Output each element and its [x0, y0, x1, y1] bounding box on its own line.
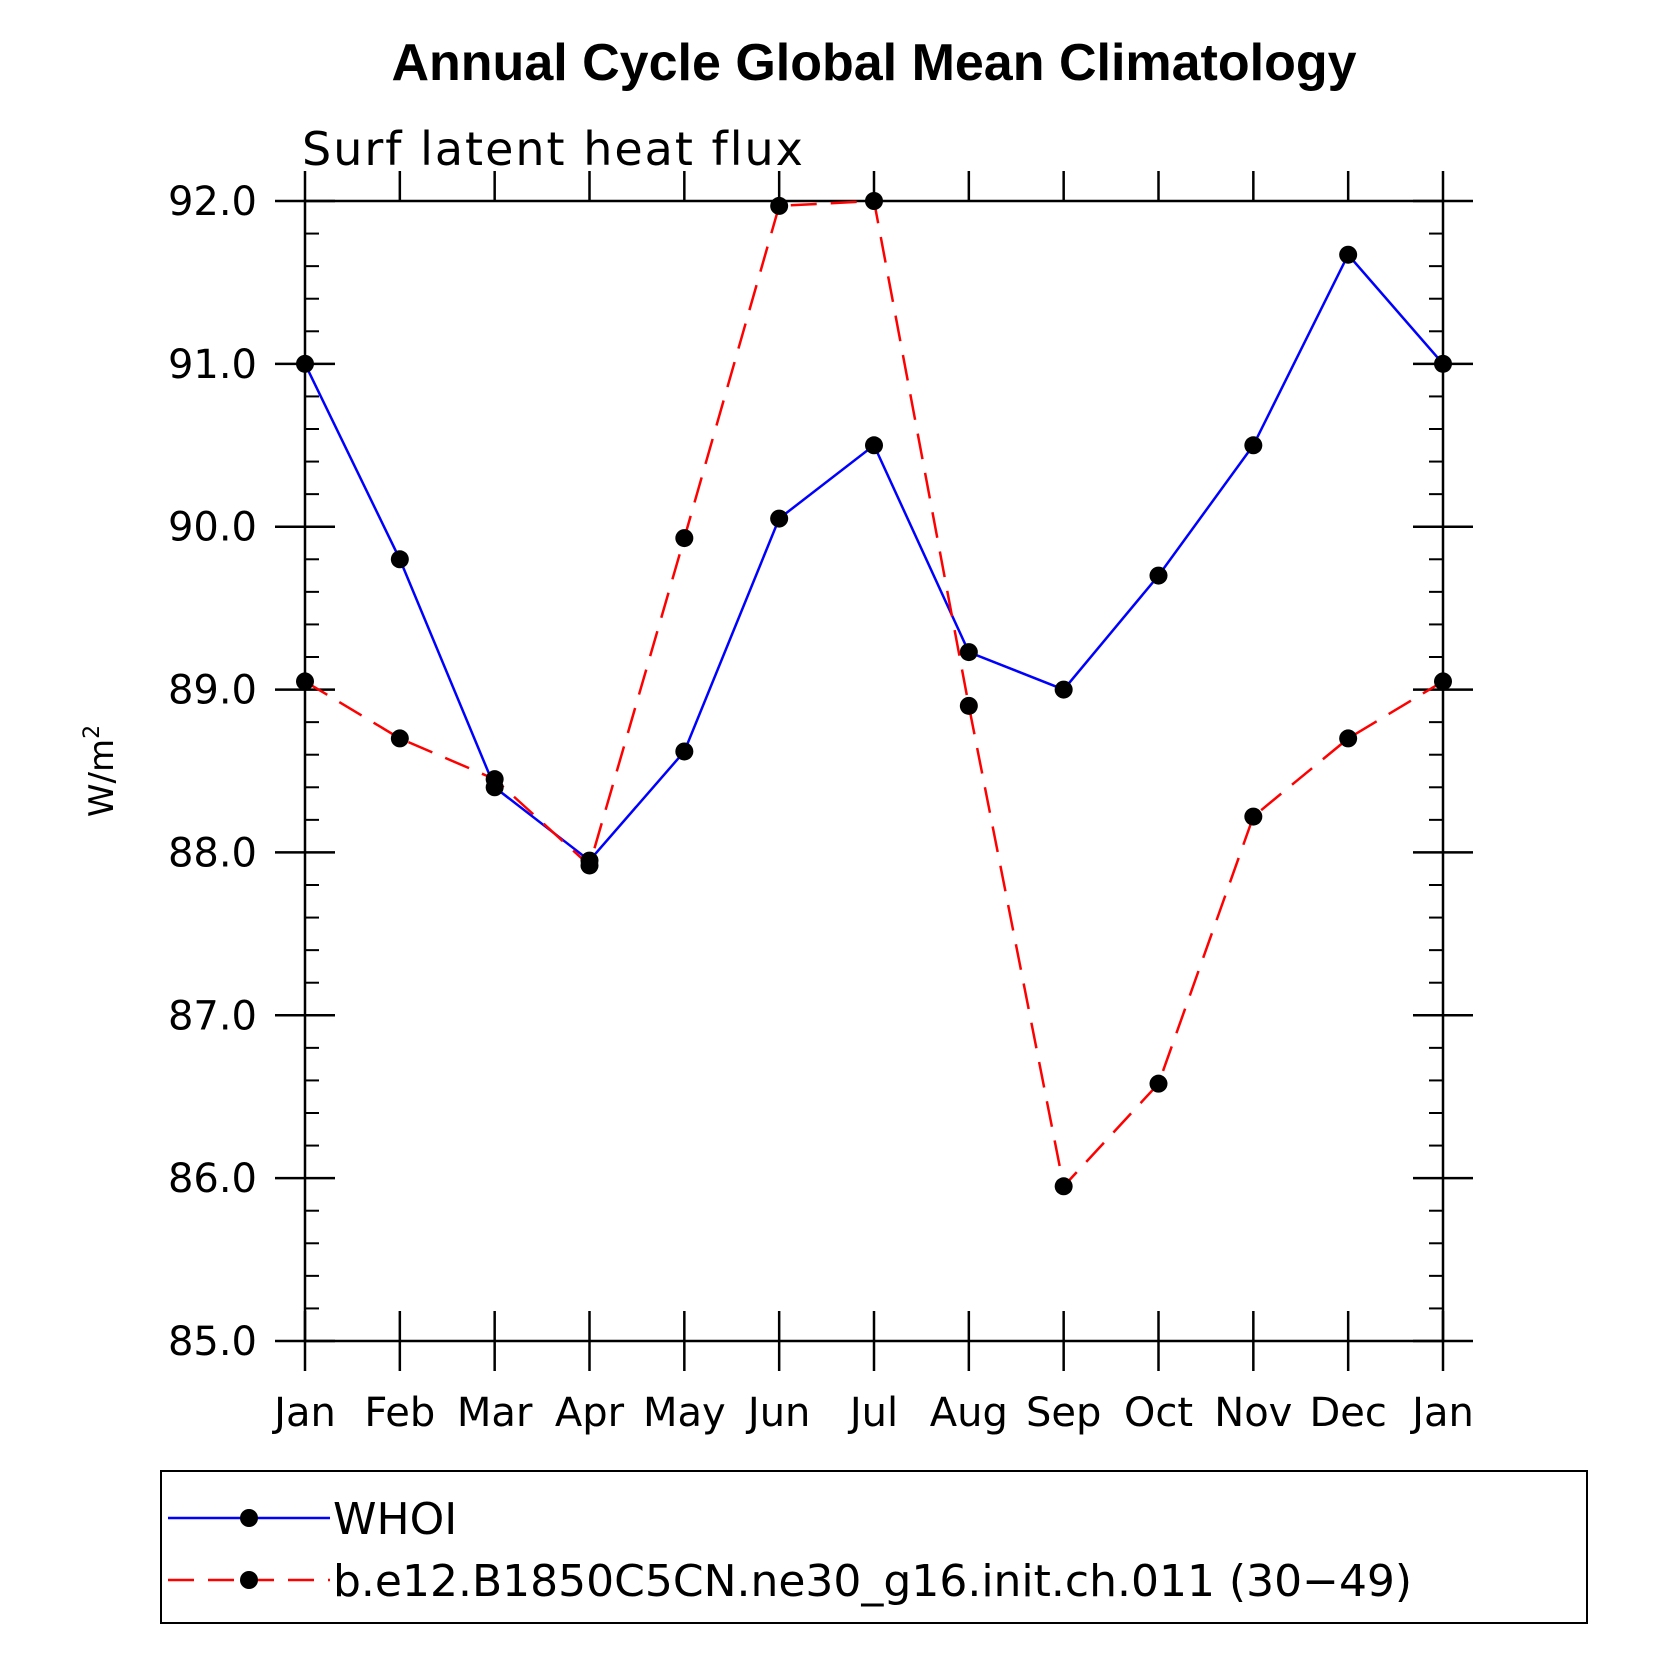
axis-ticks	[275, 171, 1473, 1371]
legend-items: WHOI b.e12.B1850C5CN.ne30_g16.init.ch.011…	[168, 1494, 1412, 1607]
series-0-point-10	[1244, 436, 1263, 455]
x-tick-label: Mar	[457, 1390, 533, 1436]
series-0-point-11	[1339, 245, 1358, 264]
x-tick-label: Oct	[1124, 1390, 1193, 1436]
legend-label-1: b.e12.B1850C5CN.ne30_g16.init.ch.011 (30…	[333, 1556, 1412, 1607]
y-axis-label-base: W/m	[82, 739, 122, 817]
series-1-point-1	[390, 729, 409, 748]
series-0-point-5	[770, 509, 789, 528]
legend-label-0: WHOI	[333, 1494, 457, 1545]
x-tick-label: Nov	[1214, 1390, 1292, 1436]
y-tick-label: 86.0	[168, 1156, 257, 1202]
series-0-point-6	[865, 436, 883, 455]
y-tick-label: 87.0	[168, 993, 257, 1039]
series-0-point-9	[1149, 566, 1168, 585]
chart-subtitle: Surf latent heat flux	[302, 122, 805, 176]
series-1-point-12	[1434, 672, 1452, 691]
series-1-point-2	[485, 770, 504, 789]
x-tick-label: Sep	[1026, 1390, 1101, 1436]
legend-marker-0	[240, 1509, 258, 1527]
x-tick-label: Jan	[1409, 1390, 1474, 1436]
series-0-point-7	[959, 643, 978, 662]
series-0-point-12	[1434, 354, 1452, 373]
y-tick-label: 90.0	[168, 505, 257, 551]
series-1-point-8	[1054, 1177, 1073, 1196]
series-0-point-0	[296, 354, 314, 373]
x-tick-label: Apr	[555, 1390, 625, 1436]
series-1-point-9	[1149, 1074, 1168, 1093]
x-tick-label: Feb	[364, 1390, 435, 1436]
series-layer	[296, 192, 1452, 1196]
y-tick-label: 89.0	[168, 668, 257, 714]
y-axis-label: W/m2	[80, 725, 122, 817]
chart-title: Annual Cycle Global Mean Climatology	[391, 34, 1356, 92]
x-tick-label: Dec	[1309, 1390, 1386, 1436]
x-tick-label: Jul	[847, 1390, 898, 1436]
y-tick-label: 92.0	[168, 179, 257, 225]
y-axis-label-sup: 2	[80, 725, 105, 739]
y-tick-label: 88.0	[168, 830, 257, 876]
y-tick-label: 85.0	[168, 1319, 257, 1365]
series-1-point-5	[770, 196, 789, 215]
legend-box	[160, 1470, 1588, 1624]
legend-marker-1	[240, 1571, 258, 1589]
x-tick-label: Aug	[930, 1390, 1008, 1436]
x-tick-labels: Jan Feb Mar Apr May Jun Jul Aug Sep Oct Nov Dec Jan	[271, 1390, 1474, 1436]
plot-frame	[303, 199, 1445, 1343]
series-1-point-3	[580, 856, 599, 875]
y-tick-labels: 85.0 86.0 87.0 88.0 89.0 90.0 91.0 92.0	[168, 179, 257, 1365]
series-line-0	[303, 252, 1444, 863]
series-1-point-7	[959, 696, 978, 715]
series-0-point-8	[1054, 680, 1073, 699]
series-1-point-0	[296, 672, 314, 691]
series-line-1	[304, 199, 1444, 1189]
x-tick-label: Jun	[745, 1390, 811, 1436]
series-0-point-4	[675, 742, 694, 761]
series-1-point-10	[1244, 807, 1263, 826]
x-tick-label: Jan	[271, 1390, 336, 1436]
series-0-point-1	[390, 550, 409, 569]
legend: WHOI b.e12.B1850C5CN.ne30_g16.init.ch.011…	[160, 1470, 1588, 1624]
series-1-point-4	[675, 529, 694, 548]
y-tick-label: 91.0	[168, 342, 257, 388]
x-tick-label: May	[643, 1390, 726, 1436]
series-1-point-11	[1339, 729, 1358, 748]
series-1-point-6	[865, 192, 883, 210]
